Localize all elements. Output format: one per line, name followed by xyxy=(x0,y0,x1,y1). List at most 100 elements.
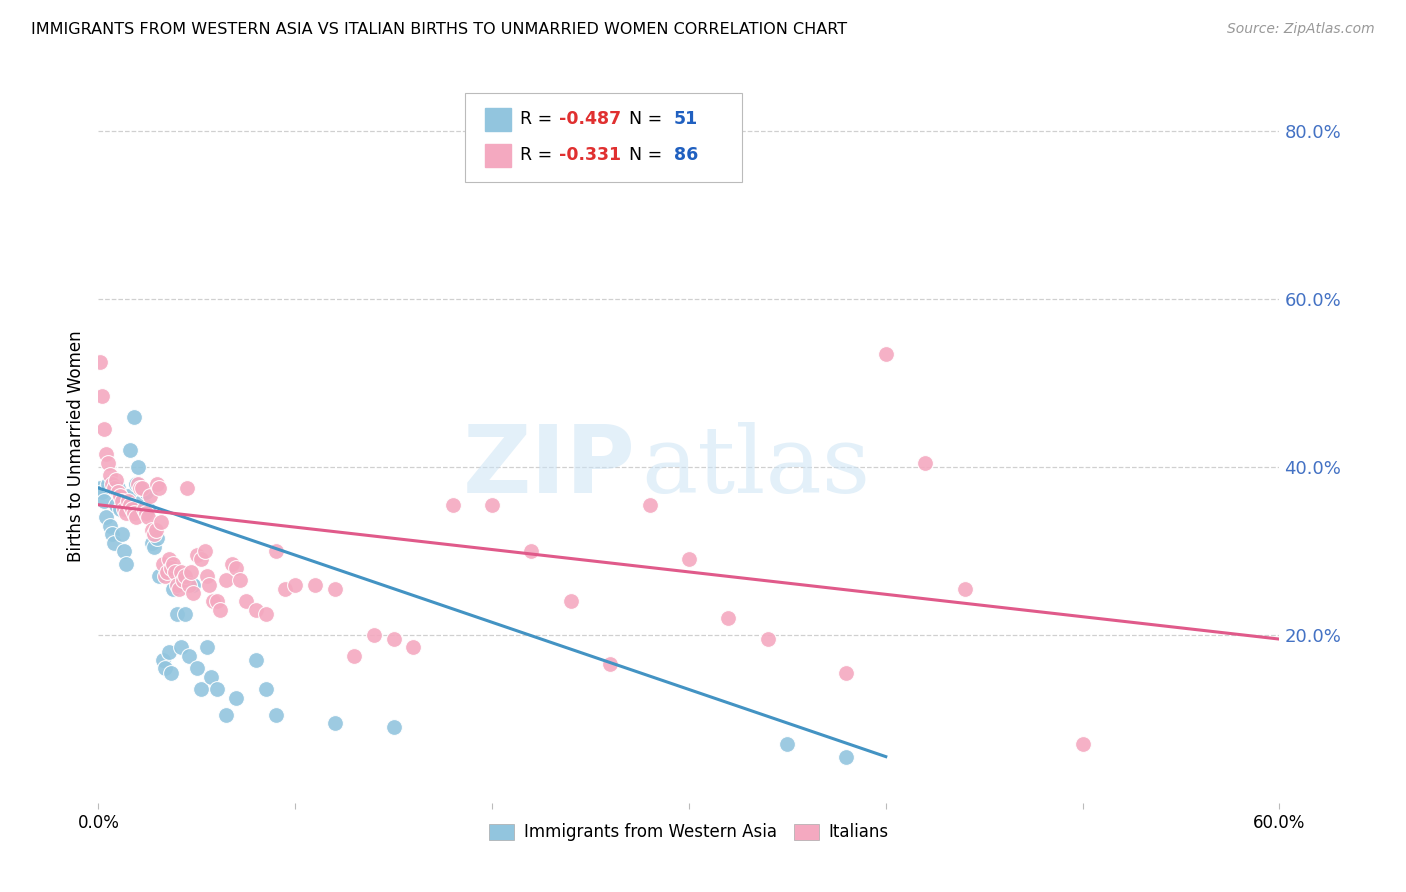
Point xyxy=(125,476,148,491)
Point xyxy=(180,565,202,579)
Point xyxy=(402,640,425,655)
Point xyxy=(599,657,621,672)
Point xyxy=(101,527,124,541)
Point xyxy=(756,632,779,646)
Point xyxy=(128,481,150,495)
Point xyxy=(98,518,121,533)
Point xyxy=(174,569,197,583)
Point xyxy=(105,473,128,487)
Point xyxy=(170,565,193,579)
Point xyxy=(717,611,740,625)
Point xyxy=(914,456,936,470)
Point xyxy=(97,476,120,491)
Point xyxy=(146,476,169,491)
Point xyxy=(382,720,405,734)
Text: Source: ZipAtlas.com: Source: ZipAtlas.com xyxy=(1227,22,1375,37)
Point xyxy=(323,716,346,731)
Point xyxy=(117,489,139,503)
Point xyxy=(205,594,228,608)
Point xyxy=(160,560,183,574)
Point xyxy=(174,607,197,621)
Point xyxy=(235,594,257,608)
Point xyxy=(128,502,150,516)
Point xyxy=(197,577,219,591)
Text: IMMIGRANTS FROM WESTERN ASIA VS ITALIAN BIRTHS TO UNMARRIED WOMEN CORRELATION CH: IMMIGRANTS FROM WESTERN ASIA VS ITALIAN … xyxy=(31,22,846,37)
Point xyxy=(157,645,180,659)
Point xyxy=(190,682,212,697)
Point xyxy=(835,665,858,680)
Point xyxy=(150,515,173,529)
Point xyxy=(122,506,145,520)
Point xyxy=(103,535,125,549)
Point xyxy=(96,447,118,461)
Point xyxy=(201,594,224,608)
Point xyxy=(118,443,141,458)
Point xyxy=(162,582,184,596)
Point xyxy=(245,653,267,667)
Point xyxy=(157,552,180,566)
Point xyxy=(225,560,247,574)
Point xyxy=(135,506,157,520)
Point xyxy=(209,603,232,617)
Point xyxy=(363,628,385,642)
Point xyxy=(152,557,174,571)
Point xyxy=(177,648,200,663)
Point xyxy=(141,523,163,537)
Point xyxy=(481,498,503,512)
Point xyxy=(142,540,165,554)
Point xyxy=(156,565,179,579)
Point xyxy=(155,569,177,583)
Point xyxy=(225,690,247,705)
Point xyxy=(190,552,212,566)
Point xyxy=(101,476,124,491)
Point xyxy=(112,544,135,558)
Point xyxy=(132,502,155,516)
Point xyxy=(152,653,174,667)
Point xyxy=(91,485,114,500)
Point xyxy=(122,409,145,424)
Point xyxy=(274,582,297,596)
Point xyxy=(254,607,277,621)
Point xyxy=(160,665,183,680)
Point xyxy=(105,498,128,512)
Point xyxy=(254,682,277,697)
Point xyxy=(93,422,115,436)
Point xyxy=(141,535,163,549)
Point xyxy=(96,510,118,524)
Point xyxy=(167,582,190,596)
Point xyxy=(136,510,159,524)
Point xyxy=(835,749,858,764)
Bar xyxy=(485,108,510,131)
Text: -0.487: -0.487 xyxy=(560,111,621,128)
Point xyxy=(136,502,159,516)
Point xyxy=(91,389,114,403)
Point xyxy=(103,481,125,495)
Point xyxy=(304,577,326,591)
Text: R =: R = xyxy=(520,111,558,128)
Point xyxy=(111,527,134,541)
Point xyxy=(166,607,188,621)
Point xyxy=(155,661,177,675)
Text: 51: 51 xyxy=(673,111,697,128)
Point xyxy=(121,502,143,516)
Point xyxy=(181,577,204,591)
Text: N =: N = xyxy=(619,111,668,128)
Text: 86: 86 xyxy=(673,146,697,164)
Point xyxy=(200,670,222,684)
Point xyxy=(118,498,141,512)
Point xyxy=(89,481,111,495)
Point xyxy=(89,355,111,369)
Point xyxy=(176,481,198,495)
Point xyxy=(215,707,238,722)
Point xyxy=(245,603,267,617)
Point xyxy=(194,544,217,558)
Point xyxy=(181,586,204,600)
Point xyxy=(148,481,170,495)
Point xyxy=(638,498,661,512)
Point xyxy=(127,460,149,475)
Point xyxy=(520,544,543,558)
Point xyxy=(142,527,165,541)
Point xyxy=(93,493,115,508)
Point xyxy=(186,548,208,562)
Point xyxy=(148,569,170,583)
